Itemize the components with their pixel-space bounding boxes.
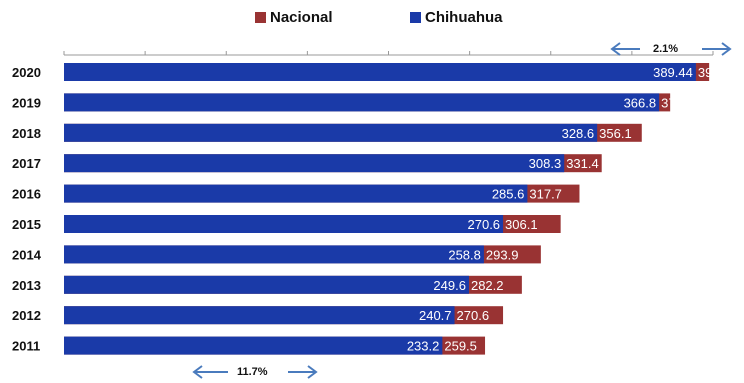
data-label-nacional: 259.5 bbox=[444, 339, 477, 354]
bar-chihuahua bbox=[64, 245, 484, 264]
data-label-nacional: 270.6 bbox=[457, 308, 490, 323]
bar-chihuahua bbox=[64, 93, 660, 112]
category-label: 2015 bbox=[12, 217, 41, 232]
bar-chihuahua bbox=[64, 154, 565, 173]
data-label-chihuahua: 366.8 bbox=[624, 95, 657, 110]
data-label-nacional: 356.1 bbox=[599, 126, 632, 141]
annotation-top-percent: 2.1% bbox=[653, 43, 679, 55]
legend-item-chihuahua: Chihuahua bbox=[410, 9, 503, 26]
data-label-chihuahua: 258.8 bbox=[448, 247, 481, 262]
data-label-nacional: 282.2 bbox=[471, 278, 504, 293]
arrow-bottom-right-head bbox=[307, 365, 318, 379]
data-label-chihuahua: 240.7 bbox=[419, 308, 452, 323]
category-label: 2020 bbox=[12, 65, 41, 80]
bar-chihuahua bbox=[64, 184, 528, 203]
data-label-nacional: 317.7 bbox=[529, 187, 562, 202]
bar-chihuahua bbox=[64, 123, 598, 142]
arrow-bottom-left-head bbox=[192, 365, 203, 379]
legend: Nacional Chihuahua bbox=[0, 9, 744, 31]
legend-swatch-nacional bbox=[255, 12, 266, 23]
data-label-nacional: 306.1 bbox=[505, 217, 538, 232]
category-label: 2016 bbox=[12, 187, 41, 202]
data-label-chihuahua: 249.6 bbox=[433, 278, 466, 293]
legend-label-chihuahua: Chihuahua bbox=[425, 9, 503, 26]
data-label-nacional: 373.6 bbox=[661, 95, 694, 110]
legend-item-nacional: Nacional bbox=[255, 9, 333, 26]
bar-chihuahua bbox=[64, 215, 504, 233]
data-label-nacional: 397.62 bbox=[698, 65, 738, 80]
data-label-nacional: 293.9 bbox=[486, 247, 519, 262]
data-label-chihuahua: 285.6 bbox=[492, 187, 525, 202]
legend-label-nacional: Nacional bbox=[270, 9, 333, 26]
category-label: 2013 bbox=[12, 278, 41, 293]
arrow-top-right-head bbox=[721, 42, 732, 56]
data-label-chihuahua: 328.6 bbox=[562, 126, 595, 141]
bar-chihuahua bbox=[64, 336, 443, 355]
category-label: 2012 bbox=[12, 308, 41, 323]
data-label-chihuahua: 233.2 bbox=[407, 339, 440, 354]
category-label: 2014 bbox=[12, 247, 42, 262]
data-label-chihuahua: 389.44 bbox=[653, 65, 693, 80]
data-label-chihuahua: 308.3 bbox=[529, 156, 562, 171]
legend-swatch-chihuahua bbox=[410, 12, 421, 23]
annotation-bottom-percent: 11.7% bbox=[237, 366, 268, 378]
category-label: 2019 bbox=[12, 95, 41, 110]
data-label-nacional: 331.4 bbox=[566, 156, 599, 171]
data-label-chihuahua: 270.6 bbox=[468, 217, 501, 232]
arrow-top-left-head bbox=[610, 42, 621, 56]
bar-chihuahua bbox=[64, 306, 455, 325]
category-label: 2017 bbox=[12, 156, 41, 171]
category-label: 2018 bbox=[12, 126, 41, 141]
bar-chihuahua bbox=[64, 275, 469, 294]
category-label: 2011 bbox=[12, 339, 40, 354]
bar-chihuahua bbox=[64, 63, 696, 81]
